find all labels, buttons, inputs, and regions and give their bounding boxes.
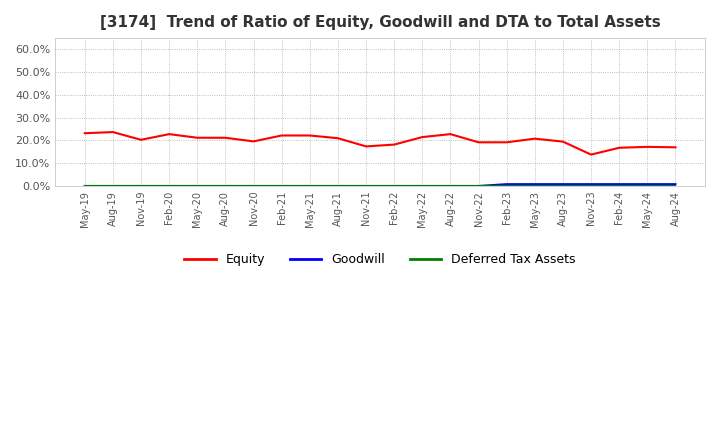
Legend: Equity, Goodwill, Deferred Tax Assets: Equity, Goodwill, Deferred Tax Assets xyxy=(179,249,581,271)
Title: [3174]  Trend of Ratio of Equity, Goodwill and DTA to Total Assets: [3174] Trend of Ratio of Equity, Goodwil… xyxy=(100,15,660,30)
